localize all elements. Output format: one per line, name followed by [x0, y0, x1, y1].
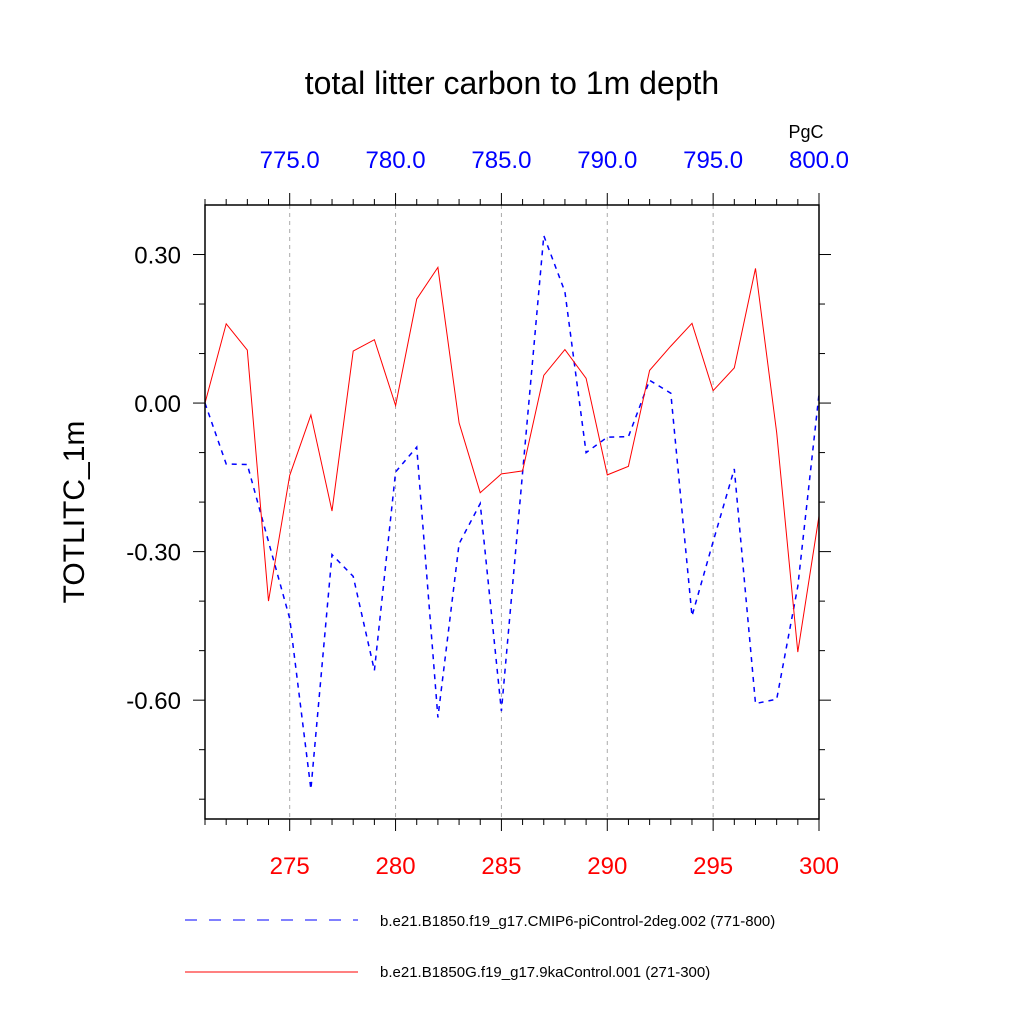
x-tick-label-top: 785.0	[471, 147, 531, 174]
x-tick-label-bottom: 275	[270, 853, 310, 880]
x-tick-label-top: 780.0	[366, 147, 426, 174]
chart-title: total litter carbon to 1m depth	[305, 65, 719, 101]
legend-label-red: b.e21.B1850G.f19_g17.9kaControl.001 (271…	[380, 964, 710, 981]
x-tick-label-bottom: 300	[799, 853, 839, 880]
y-tick-label: -0.30	[126, 540, 181, 567]
series-line-red	[204, 266, 820, 653]
x-tick-label-top: 795.0	[683, 147, 743, 174]
plot-frame	[204, 204, 820, 820]
y-tick-label: 0.00	[134, 391, 181, 418]
y-axis-label: TOTLITC_1m	[58, 421, 91, 604]
series-line-blue	[204, 235, 820, 790]
legend-label-blue: b.e21.B1850.f19_g17.CMIP6-piControl-2deg…	[380, 913, 775, 930]
y-tick-label: 0.30	[134, 243, 181, 270]
x-tick-label-bottom: 280	[376, 853, 416, 880]
units-label: PgC	[788, 122, 823, 142]
x-tick-label-bottom: 290	[587, 853, 627, 880]
x-tick-label-bottom: 295	[693, 853, 733, 880]
legend: b.e21.B1850.f19_g17.CMIP6-piControl-2deg…	[185, 913, 775, 981]
x-tick-label-top: 775.0	[260, 147, 320, 174]
x-tick-label-top: 800.0	[789, 147, 849, 174]
y-tick-label: -0.60	[126, 688, 181, 715]
x-tick-label-top: 790.0	[577, 147, 637, 174]
x-tick-label-bottom: 285	[481, 853, 521, 880]
